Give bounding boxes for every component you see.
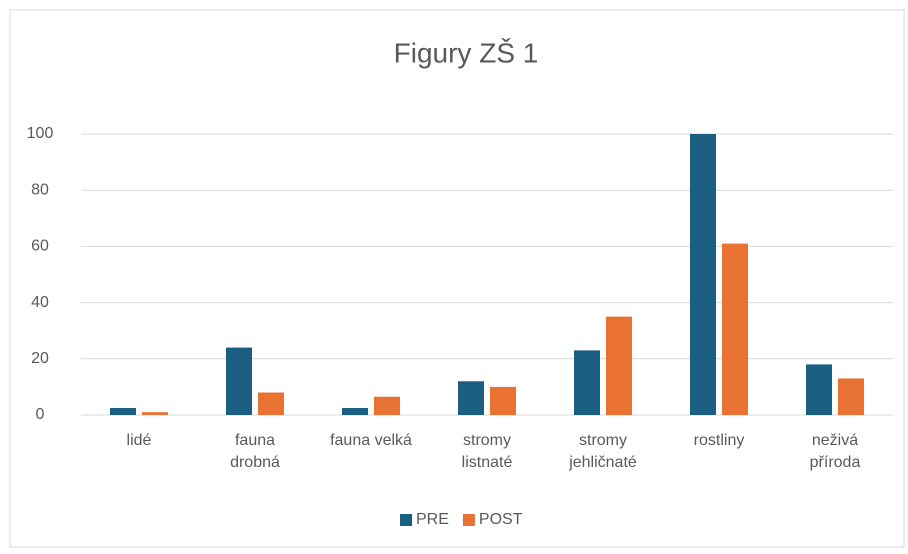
bar (110, 407, 136, 415)
y-tick-label: 80 (31, 181, 49, 198)
x-tick-label: stromy jehličnaté (569, 432, 637, 471)
y-tick-label: 0 (36, 406, 45, 423)
bar (342, 407, 368, 415)
x-tick-label: lidé (126, 432, 152, 449)
bar (226, 347, 252, 415)
y-tick-label: 40 (31, 294, 49, 311)
x-tick-label: fauna velká (330, 432, 412, 449)
bar (606, 316, 632, 415)
x-tick-label: neživá příroda (809, 432, 861, 471)
y-tick-label: 60 (31, 238, 49, 255)
bar (806, 364, 832, 415)
y-tick-label: 100 (27, 125, 54, 142)
chart-frame (9, 9, 905, 548)
x-tick-label: fauna drobná (230, 432, 280, 471)
bar (574, 350, 600, 415)
legend-swatch (462, 514, 475, 526)
bar (722, 243, 748, 415)
bar (258, 392, 284, 415)
bar (690, 134, 716, 415)
bar (490, 386, 516, 415)
y-tick-label: 20 (31, 350, 49, 367)
x-tick-label: rostliny (693, 432, 745, 449)
x-tick-label: stromy listnaté (461, 432, 513, 471)
bar (142, 412, 168, 415)
chart-title: Figury ZŠ 1 (394, 37, 539, 68)
bar (458, 381, 484, 415)
legend-swatch (400, 514, 412, 526)
legend-label: POST (479, 511, 523, 528)
bar (374, 396, 400, 415)
bar (838, 378, 864, 415)
legend-label: PRE (416, 511, 449, 528)
